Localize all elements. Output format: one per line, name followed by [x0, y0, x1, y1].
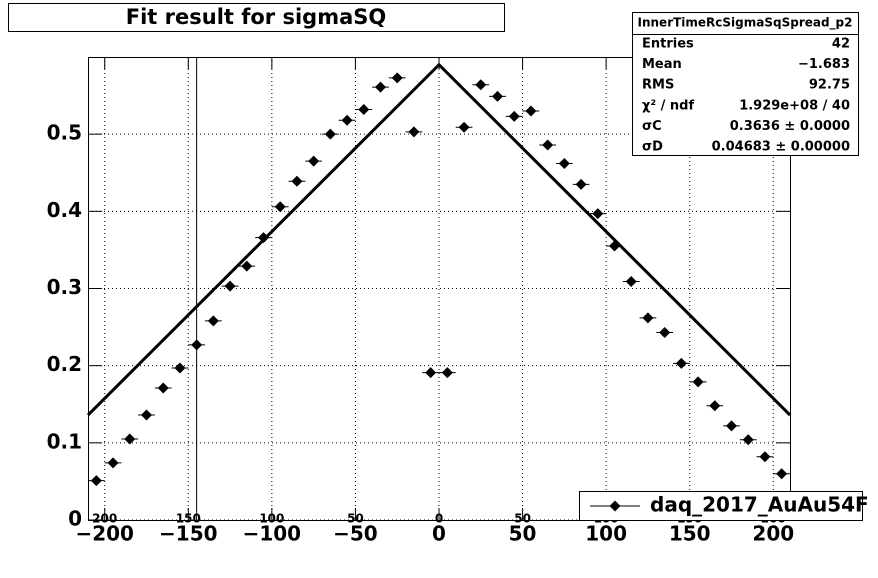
data-point [609, 240, 620, 252]
stats-box [632, 12, 859, 156]
y-tick-label: 0 [68, 507, 82, 531]
data-point [675, 357, 687, 369]
data-point [726, 420, 737, 432]
stats-value: 92.75 [809, 78, 850, 93]
data-point [592, 208, 604, 220]
x2-tick-label: 50 [514, 512, 531, 526]
stats-value: −1.683 [798, 57, 850, 72]
data-point [141, 409, 152, 421]
x-tick-label: 100 [585, 522, 627, 546]
data-point [191, 339, 203, 351]
stats-title: InnerTimeRcSigmaSqSpread_p2 [638, 16, 853, 31]
data-point [224, 280, 236, 292]
stats-label: RMS [642, 78, 674, 93]
data-point [458, 121, 470, 133]
x-tick-label: −150 [159, 522, 218, 546]
data-point [358, 103, 370, 115]
stats-label: σD [642, 140, 663, 155]
stats-value: 0.3636 ± 0.0000 [730, 119, 850, 134]
data-point [241, 260, 253, 272]
data-point [308, 155, 320, 167]
data-point [492, 90, 503, 102]
data-point [508, 110, 520, 122]
y-tick-label: 0.2 [47, 352, 82, 376]
data-point [441, 367, 453, 379]
data-point [107, 457, 119, 469]
title-box [8, 3, 505, 32]
x-tick-label: 0 [432, 522, 446, 546]
stats-value: 0.04683 ± 0.00000 [712, 140, 850, 155]
data-point [124, 433, 136, 445]
x2-tick-label: 0 [435, 512, 443, 526]
data-point [291, 175, 303, 187]
data-point [375, 81, 386, 93]
x2-tick-label: 50 [347, 512, 364, 526]
x-tick-label: 50 [509, 522, 537, 546]
data-point [659, 326, 671, 338]
x2-tick-label: 150 [176, 512, 201, 526]
y-tick-label: 0.4 [47, 198, 82, 222]
stats-label: Entries [642, 37, 694, 52]
data-point [625, 276, 637, 288]
x2-tick-label: 100 [259, 512, 284, 526]
legend-marker [609, 500, 621, 512]
data-point [324, 128, 336, 140]
x-tick-label: −100 [243, 522, 302, 546]
x-tick-label: 200 [752, 522, 794, 546]
data-point [341, 114, 353, 126]
x-tick-label: −50 [333, 522, 378, 546]
stats-label: Mean [642, 57, 682, 72]
data-point [759, 451, 771, 463]
data-point [258, 232, 269, 244]
x-tick-label: 150 [669, 522, 711, 546]
chart-title: Fit result for sigmaSQ [126, 5, 386, 29]
data-point [525, 105, 537, 117]
stats-value: 42 [832, 37, 850, 52]
data-point [408, 126, 420, 138]
data-point [742, 434, 754, 446]
x2-tick-label: 200 [92, 512, 117, 526]
stats-label: σC [642, 119, 662, 134]
data-point [692, 376, 704, 388]
data-point [425, 367, 437, 379]
y-tick-label: 0.3 [47, 275, 82, 299]
data-point [542, 139, 554, 151]
data-point [90, 475, 102, 487]
y-tick-label: 0.1 [47, 429, 82, 453]
stats-value: 1.929e+08 / 40 [739, 98, 850, 113]
data-point [174, 362, 186, 374]
stats-label: χ² / ndf [642, 98, 694, 113]
x-tick-label: −200 [75, 522, 134, 546]
data-point [274, 201, 286, 213]
data-point [575, 178, 587, 190]
data-point [642, 312, 654, 324]
data-point [475, 79, 487, 91]
data-point [776, 468, 788, 480]
data-point [391, 72, 403, 84]
legend-label: daq_2017_AuAu54F [650, 493, 869, 517]
data-point [709, 400, 721, 412]
data-point [558, 157, 570, 169]
data-point [157, 382, 169, 394]
data-point [207, 315, 219, 327]
fit-line [86, 62, 792, 417]
y-tick-label: 0.5 [47, 121, 82, 145]
